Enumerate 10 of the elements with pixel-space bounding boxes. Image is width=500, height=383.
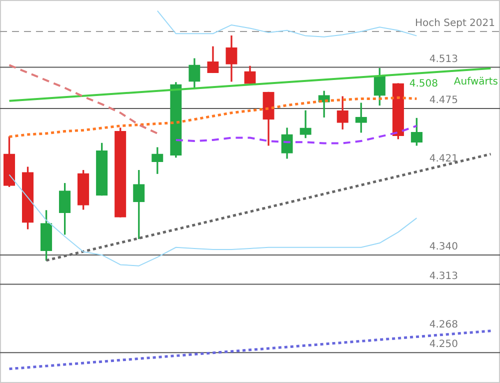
ref-line-label: Hoch Sept 2021 bbox=[414, 18, 495, 30]
annotation: 4.421 bbox=[429, 154, 458, 165]
ref-line-label: 4.475 bbox=[429, 95, 458, 106]
annotation: 4.508 bbox=[409, 78, 438, 90]
annotation: Aufwärts bbox=[454, 76, 498, 88]
ref-line-label: 4.340 bbox=[429, 242, 458, 253]
ref-line-label: 4.313 bbox=[429, 270, 458, 282]
ref-line-label: 4.513 bbox=[429, 54, 458, 65]
annotation: 4.268 bbox=[429, 320, 458, 331]
ref-line-label: 4.250 bbox=[429, 339, 458, 350]
